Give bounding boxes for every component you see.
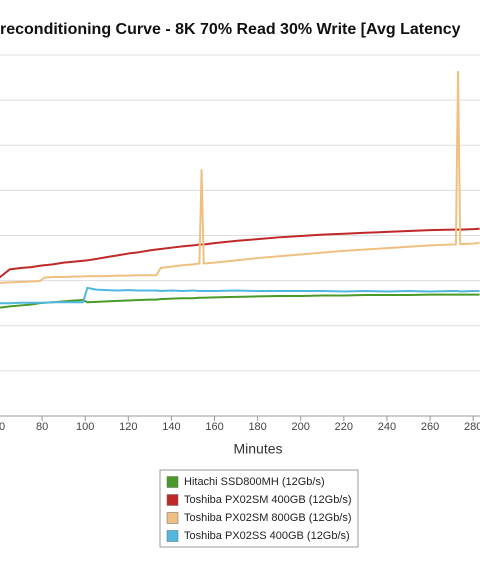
series-line (0, 293, 480, 309)
x-tick-label: 120 (119, 421, 137, 433)
legend-label: Toshiba PX02SS 400GB (12Gb/s) (184, 530, 350, 542)
x-tick-label: 160 (205, 421, 223, 433)
x-tick-label: 200 (292, 421, 310, 433)
legend-swatch (166, 476, 179, 488)
x-tick-label: 220 (335, 421, 353, 433)
legend-swatch (166, 530, 179, 542)
x-tick-label: 280 (464, 421, 480, 433)
legend-swatch (166, 512, 179, 524)
x-tick-label: 100 (76, 421, 94, 433)
x-tick-label: 240 (378, 421, 396, 433)
x-axis-title: Minutes (233, 441, 282, 457)
x-tick-label: 180 (248, 421, 266, 433)
legend-label: Toshiba PX02SM 400GB (12Gb/s) (184, 494, 352, 506)
chart-title: reconditioning Curve - 8K 70% Read 30% W… (0, 21, 461, 38)
legend-label: Hitachi SSD800MH (12Gb/s) (184, 476, 325, 488)
x-tick-label: 260 (421, 421, 439, 433)
legend-box (159, 469, 359, 548)
x-tick-label: 140 (162, 421, 180, 433)
series-line (0, 227, 480, 279)
x-tick-label: 80 (36, 421, 48, 433)
legend-label: Toshiba PX02SM 800GB (12Gb/s) (184, 512, 352, 524)
x-tick-label: 60 (0, 421, 5, 433)
series-line (0, 70, 480, 284)
series-line (0, 286, 480, 305)
legend-swatch (166, 494, 179, 506)
